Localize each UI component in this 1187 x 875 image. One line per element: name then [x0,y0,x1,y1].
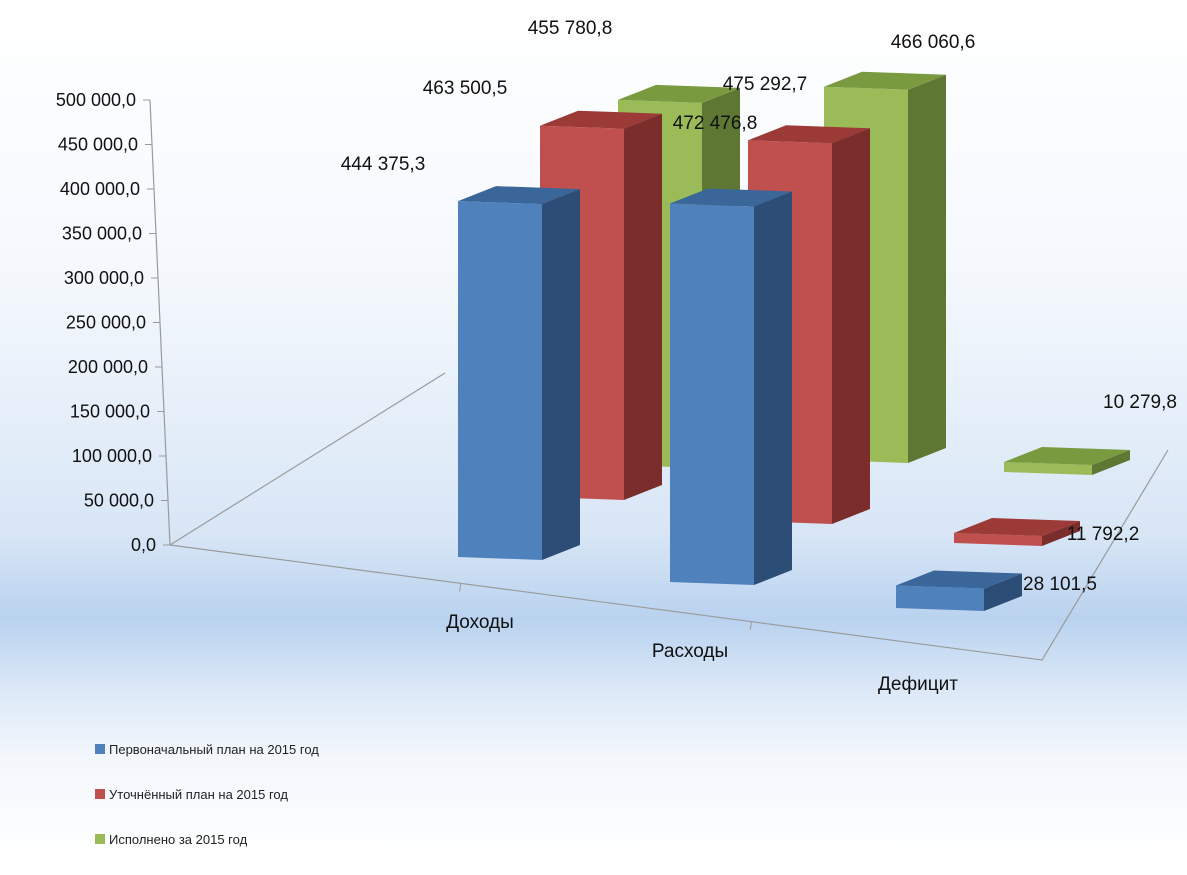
bar-front [458,201,542,560]
bar-top [748,125,870,144]
category-label: Дефицит [878,674,958,695]
y-tick-label: 350 000,0 [62,224,142,244]
legend-item-executed: Исполнено за 2015 год [95,830,319,848]
bar-side [754,191,792,585]
category-tick [459,583,462,592]
bar-0-0 [458,186,580,560]
bar-top [458,186,580,205]
legend-swatch-green [95,834,105,844]
category-tick [749,621,752,630]
floor-outline [168,372,1169,661]
category-label: Расходы [652,641,728,662]
bar-top [670,188,792,207]
bar-front [1004,462,1092,475]
data-label: 463 500,5 [423,78,508,99]
data-label: 11 792,2 [1067,524,1140,545]
bar-2-2 [1004,447,1130,475]
bar-side [1092,450,1130,475]
bar-top [618,84,740,103]
bar-side [624,113,662,500]
legend-label: Уточнённый план на 2015 год [109,786,288,802]
legend-swatch-blue [95,744,105,754]
data-label: 472 476,8 [673,113,758,134]
legend-item-initial-plan: Первоначальный план на 2015 год [95,740,319,758]
y-tick-label: 200 000,0 [68,357,148,377]
bar-front [896,585,984,611]
y-tick-label: 250 000,0 [66,313,146,333]
bar-side [542,189,580,560]
bar-side [1042,521,1080,546]
data-label: 28 101,5 [1023,574,1097,595]
y-tick-label: 500 000,0 [56,90,136,110]
bar-top [824,71,946,90]
bar-2-1 [954,518,1080,546]
legend-item-revised-plan: Уточнённый план на 2015 год [95,785,319,803]
bar-top [1004,447,1130,465]
y-tick-label: 50 000,0 [84,491,154,511]
bar-top [896,570,1022,589]
data-label: 475 292,7 [723,74,808,95]
legend: Первоначальный план на 2015 год Уточнённ… [95,740,319,875]
bar-2-0 [896,570,1022,611]
data-label: 444 375,3 [341,154,426,175]
legend-swatch-red [95,789,105,799]
bar-front [670,203,754,585]
bar-side [908,74,946,463]
data-label: 455 780,8 [528,18,613,39]
bar-side [832,128,870,525]
data-label: 10 279,8 [1103,392,1177,413]
y-tick-label: 150 000,0 [70,402,150,422]
bar-front [954,533,1042,546]
y-tick-label: 100 000,0 [72,446,152,466]
y-tick-label: 300 000,0 [64,268,144,288]
data-label: 466 060,6 [891,32,976,53]
y-tick-label: 400 000,0 [60,179,140,199]
legend-label: Первоначальный план на 2015 год [109,741,319,757]
legend-label: Исполнено за 2015 год [109,831,248,847]
y-tick-label: 450 000,0 [58,135,138,155]
y-tick-label: 0,0 [131,535,156,555]
bar-top [540,110,662,129]
bar-1-0 [670,188,792,585]
category-label: Доходы [446,612,514,633]
bar-side [984,573,1022,611]
bar-top [954,518,1080,536]
